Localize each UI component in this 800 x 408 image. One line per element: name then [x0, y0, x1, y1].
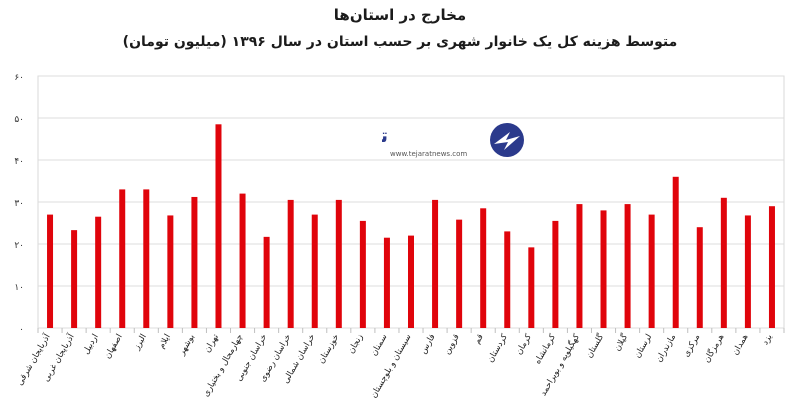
bar: [95, 216, 102, 328]
x-tick-label: مازندران: [654, 333, 678, 365]
bar: [359, 220, 366, 328]
bar: [71, 230, 78, 328]
bar: [311, 214, 318, 328]
tejaratnews-logo: تجارت نیوز www.tejaratnews.com: [382, 123, 524, 158]
x-tick-label: همدان: [731, 333, 751, 357]
bar: [263, 236, 270, 328]
bar: [191, 196, 198, 328]
x-tick-label: کرمان: [514, 332, 534, 357]
chart-subtitle: متوسط هزینه کل یک خانوار شهری بر حسب است…: [122, 34, 678, 50]
x-tick-label: سمنان: [369, 333, 389, 358]
bar: [600, 210, 607, 328]
x-tick-label: مرکزی: [681, 333, 702, 359]
x-tick-label: کرمانشاه: [533, 332, 559, 366]
logo-brand: تجارت نیوز: [382, 125, 388, 147]
x-tick-label: زنجان: [346, 333, 365, 356]
x-tick-label: خوزستان: [317, 333, 342, 366]
bar: [768, 206, 775, 328]
x-tick-label: گیلان: [612, 331, 631, 353]
bar: [432, 199, 439, 328]
chart-title: مخارج در استان‌ها: [333, 6, 467, 24]
x-tick-label: قم: [472, 333, 486, 346]
bar: [576, 204, 583, 328]
bar: [119, 189, 126, 328]
bar: [480, 208, 487, 328]
bar: [648, 214, 655, 328]
x-tick-label: هرمزگان: [701, 332, 726, 365]
logo-emblem-icon: [490, 123, 524, 157]
bar: [408, 235, 414, 328]
bar: [720, 197, 727, 328]
bar: [287, 199, 294, 328]
x-tick-label: اردبیل: [81, 333, 100, 357]
x-tick-label: یزد: [760, 332, 774, 347]
bar: [528, 247, 535, 328]
bar: [624, 204, 631, 328]
y-tick-label: ۰: [19, 325, 24, 335]
bar: [143, 189, 150, 328]
bar: [672, 176, 679, 328]
y-tick-label: ۶۰: [14, 73, 24, 83]
x-tick-label: فارس: [418, 333, 437, 356]
bar: [552, 220, 559, 328]
y-tick-label: ۱۰: [14, 283, 24, 293]
bar: [744, 215, 751, 328]
bar: [215, 124, 222, 328]
bar: [47, 214, 54, 328]
bar: [167, 215, 174, 328]
y-tick-label: ۲۰: [14, 241, 24, 251]
bar: [504, 231, 511, 328]
logo-url: www.tejaratnews.com: [390, 150, 467, 158]
y-tick-label: ۵۰: [14, 115, 24, 125]
x-tick-label: البرز: [132, 333, 149, 353]
x-tick-label: ایلام: [157, 333, 173, 351]
bar: [456, 219, 463, 328]
x-tick-label: بوشهر: [177, 333, 197, 358]
x-tick-label: کردستان: [486, 332, 511, 365]
bar: [696, 227, 703, 328]
y-tick-label: ۳۰: [14, 199, 24, 209]
x-tick-label: قزوین: [442, 333, 462, 357]
x-tick-label: تهران: [203, 332, 222, 355]
x-tick-label: لرستان: [633, 333, 655, 360]
bar: [335, 199, 342, 328]
bar: [383, 237, 390, 328]
x-tick-label: اصفهان: [103, 333, 125, 361]
bar: [239, 193, 246, 328]
x-tick-label: گلستان: [584, 331, 607, 360]
y-tick-label: ۴۰: [14, 157, 24, 167]
